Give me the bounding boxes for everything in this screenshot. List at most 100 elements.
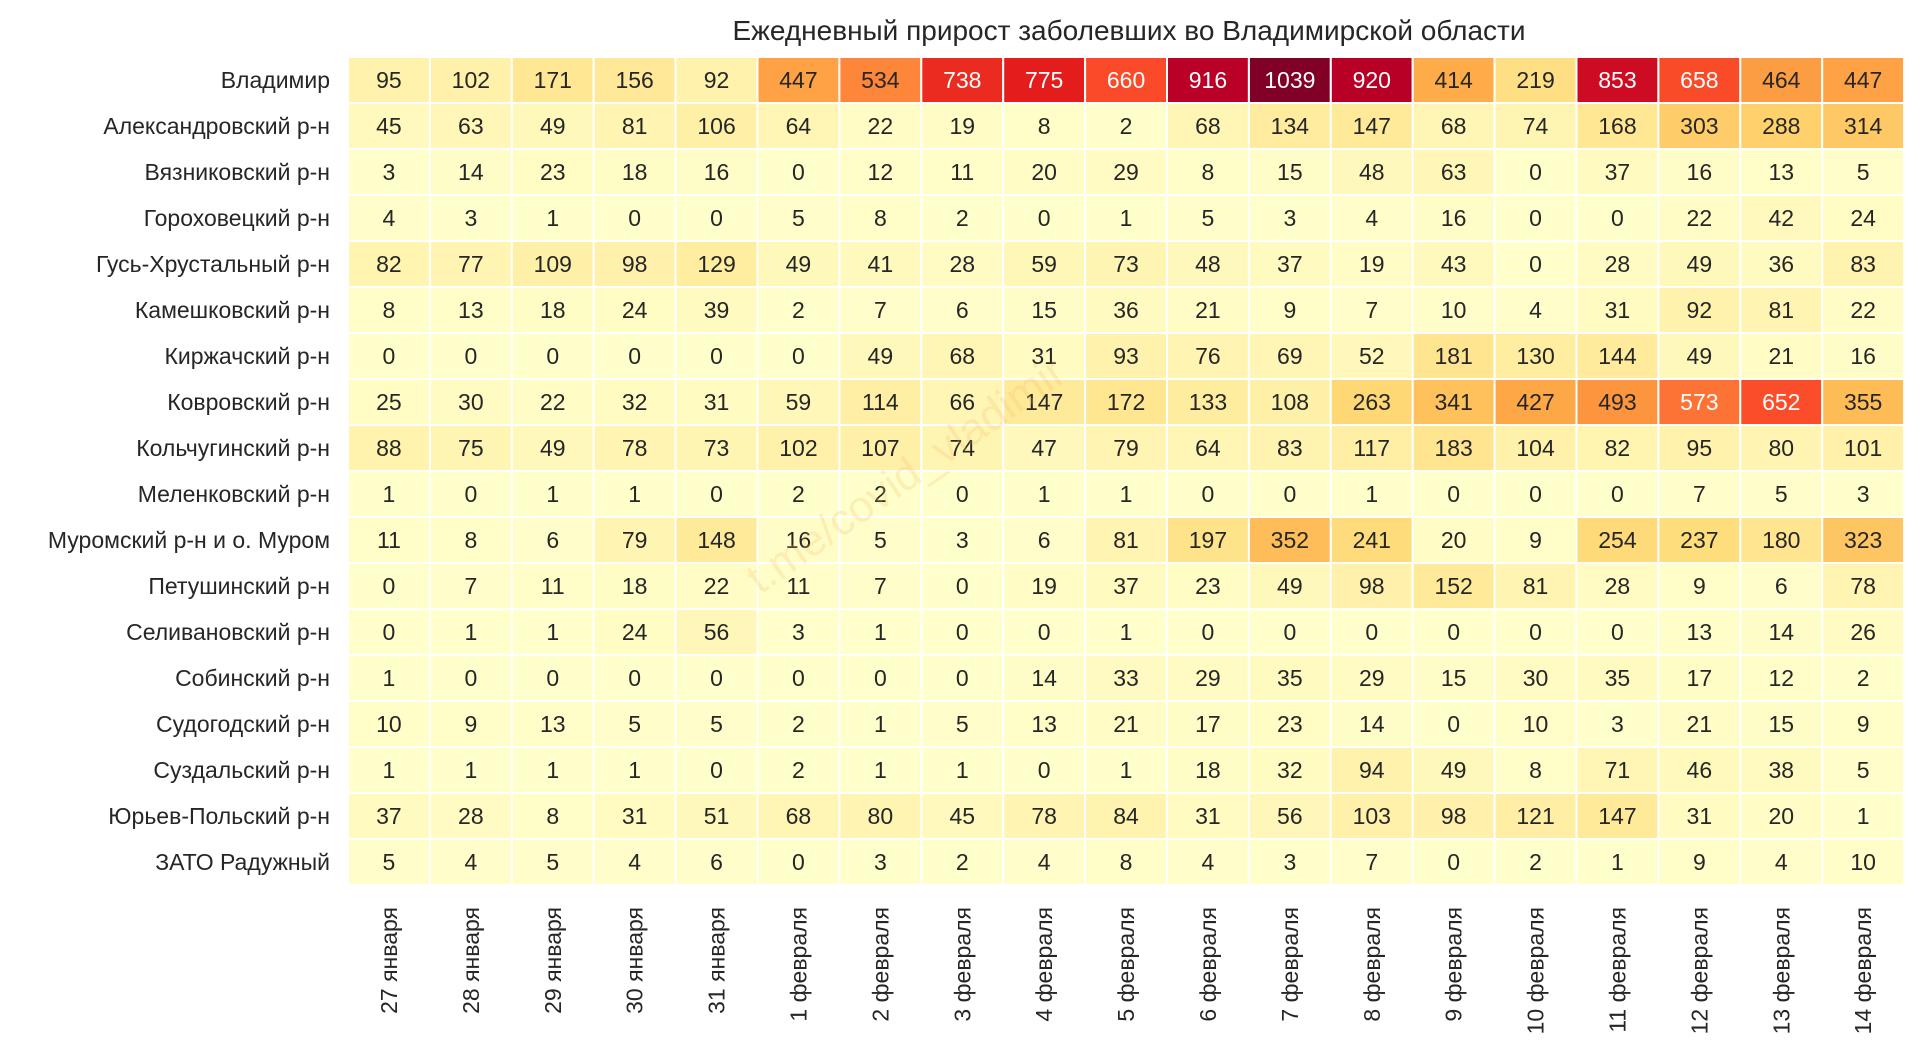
cell-value-label: 8	[1202, 159, 1215, 185]
cell-value-label: 183	[1434, 435, 1472, 461]
cell-value-label: 108	[1271, 389, 1309, 415]
column-label: 13 февраля	[1768, 907, 1794, 1034]
heatmap-cell	[838, 608, 923, 656]
cell-value-label: 6	[546, 527, 559, 553]
cell-value-label: 237	[1680, 527, 1718, 553]
cell-value-label: 0	[1447, 711, 1460, 737]
heatmap-cell	[1739, 700, 1824, 748]
cell-value-label: 103	[1353, 803, 1391, 829]
cell-value-label: 493	[1598, 389, 1636, 415]
cell-value-label: 79	[1113, 435, 1139, 461]
heatmap-cell	[347, 516, 431, 564]
heatmap-cell	[920, 148, 1005, 196]
cell-value-label: 22	[1687, 205, 1713, 231]
cell-value-label: 355	[1844, 389, 1882, 415]
heatmap-cell	[1084, 102, 1168, 150]
cell-value-label: 0	[1038, 619, 1051, 645]
cell-value-label: 152	[1434, 573, 1472, 599]
cell-value-label: 16	[704, 159, 730, 185]
cell-value-label: 31	[1687, 803, 1713, 829]
cell-value-label: 263	[1353, 389, 1391, 415]
cell-value-label: 0	[1529, 251, 1542, 277]
heatmap-cell	[1247, 838, 1332, 886]
cell-value-label: 81	[1113, 527, 1139, 553]
cell-value-label: 13	[458, 297, 484, 323]
cell-value-label: 1	[546, 481, 559, 507]
heatmap-cell	[1084, 562, 1168, 610]
heatmap-cell	[428, 332, 513, 380]
cell-value-label: 82	[1605, 435, 1631, 461]
cell-value-label: 31	[704, 389, 730, 415]
heatmap-cell	[592, 194, 677, 242]
heatmap-cell	[838, 332, 923, 380]
heatmap-cell	[838, 194, 923, 242]
cell-value-label: 144	[1598, 343, 1637, 369]
cell-value-label: 0	[1611, 619, 1624, 645]
cell-value-label: 92	[704, 67, 730, 93]
cell-value-label: 49	[1687, 251, 1713, 277]
cell-value-label: 0	[956, 481, 969, 507]
cell-value-label: 23	[1277, 711, 1303, 737]
heatmap-cell	[838, 516, 923, 564]
cell-value-label: 39	[704, 297, 730, 323]
cell-value-label: 7	[1365, 297, 1378, 323]
cell-value-label: 1	[383, 757, 396, 783]
heatmap-cell	[1575, 838, 1660, 886]
heatmap-cell	[1739, 332, 1824, 380]
row-label: Кольчугинский р-н	[136, 435, 330, 461]
cell-value-label: 1	[546, 205, 559, 231]
heatmap-cell	[920, 470, 1005, 518]
cell-value-label: 4	[1202, 849, 1215, 875]
heatmap-cell	[756, 608, 841, 656]
cell-value-label: 49	[540, 435, 566, 461]
heatmap-cell	[756, 700, 841, 748]
row-label: Меленковский р-н	[138, 481, 330, 507]
cell-value-label: 2	[1529, 849, 1542, 875]
heatmap-cell	[1493, 286, 1578, 334]
heatmap-cell	[1247, 746, 1332, 794]
heatmap-cell	[1657, 470, 1742, 518]
cell-value-label: 47	[1031, 435, 1057, 461]
cell-value-label: 4	[383, 205, 396, 231]
cell-value-label: 31	[1031, 343, 1057, 369]
heatmap-cell	[1739, 194, 1824, 242]
heatmap-cell	[838, 470, 923, 518]
cell-value-label: 288	[1762, 113, 1800, 139]
cell-value-label: 130	[1516, 343, 1554, 369]
heatmap-cell	[1002, 516, 1087, 564]
cell-value-label: 31	[1195, 803, 1221, 829]
heatmap-cell	[428, 470, 513, 518]
cell-value-label: 95	[376, 67, 402, 93]
heatmap-cell	[1657, 746, 1742, 794]
cell-value-label: 3	[874, 849, 887, 875]
heatmap-cell	[428, 286, 513, 334]
cell-value-label: 5	[1857, 159, 1870, 185]
heatmap-cell	[756, 332, 841, 380]
cell-value-label: 14	[458, 159, 484, 185]
heatmap-cell	[1821, 792, 1906, 840]
cell-value-label: 36	[1113, 297, 1139, 323]
heatmap-cell	[838, 148, 923, 196]
cell-value-label: 0	[546, 343, 559, 369]
cell-value-label: 78	[622, 435, 648, 461]
column-label: 9 февраля	[1441, 907, 1467, 1022]
cell-value-label: 1	[1120, 481, 1133, 507]
cell-value-label: 652	[1762, 389, 1800, 415]
column-label: 2 февраля	[867, 907, 893, 1022]
heatmap-cell	[510, 102, 595, 150]
cell-value-label: 31	[1605, 297, 1631, 323]
heatmap-cell	[1166, 792, 1250, 840]
cell-value-label: 0	[1038, 205, 1051, 231]
heatmap-cell	[592, 102, 677, 150]
cell-value-label: 121	[1516, 803, 1554, 829]
cell-value-label: 0	[1529, 159, 1542, 185]
cell-value-label: 36	[1768, 251, 1794, 277]
heatmap-cell	[1739, 516, 1824, 564]
cell-value-label: 8	[464, 527, 477, 553]
cell-value-label: 0	[464, 343, 477, 369]
heatmap-cell	[920, 562, 1005, 610]
heatmap-cell	[1084, 654, 1168, 702]
cell-value-label: 853	[1598, 67, 1636, 93]
cell-value-label: 5	[1857, 757, 1870, 783]
